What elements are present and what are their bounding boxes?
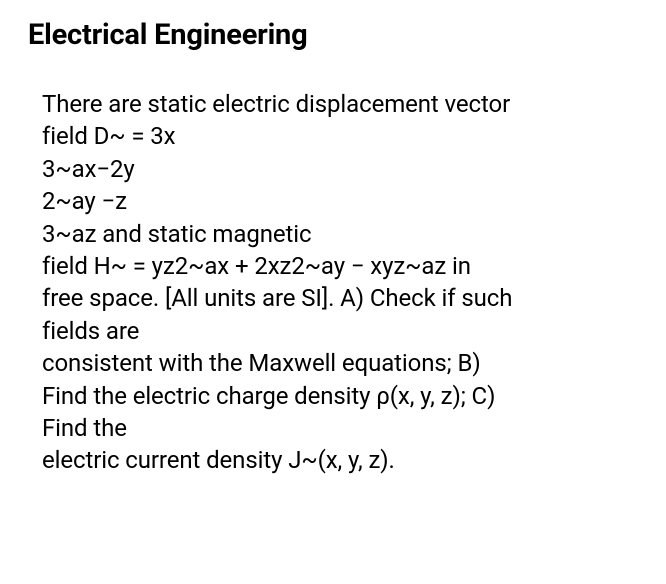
text-line: Find the xyxy=(42,412,666,444)
text-line: fields are xyxy=(42,315,666,347)
text-line: consistent with the Maxwell equations; B… xyxy=(42,347,666,379)
problem-statement: There are static electric displacement v… xyxy=(42,88,666,477)
document-page: Electrical Engineering There are static … xyxy=(0,0,666,477)
text-line: There are static electric displacement v… xyxy=(42,88,666,120)
text-line: 2~ay −z xyxy=(42,185,666,217)
text-line: electric current density J~(x, y, z). xyxy=(42,444,666,476)
text-line: Find the electric charge density ρ(x, y,… xyxy=(42,380,666,412)
text-line: field D~ = 3x xyxy=(42,120,666,152)
text-line: field H~ = yz2~ax + 2xz2~ay − xyz~az in xyxy=(42,250,666,282)
subject-heading: Electrical Engineering xyxy=(28,18,666,52)
text-line: 3~ax−2y xyxy=(42,153,666,185)
text-line: 3~az and static magnetic xyxy=(42,218,666,250)
text-line: free space. [All units are SI]. A) Check… xyxy=(42,282,666,314)
